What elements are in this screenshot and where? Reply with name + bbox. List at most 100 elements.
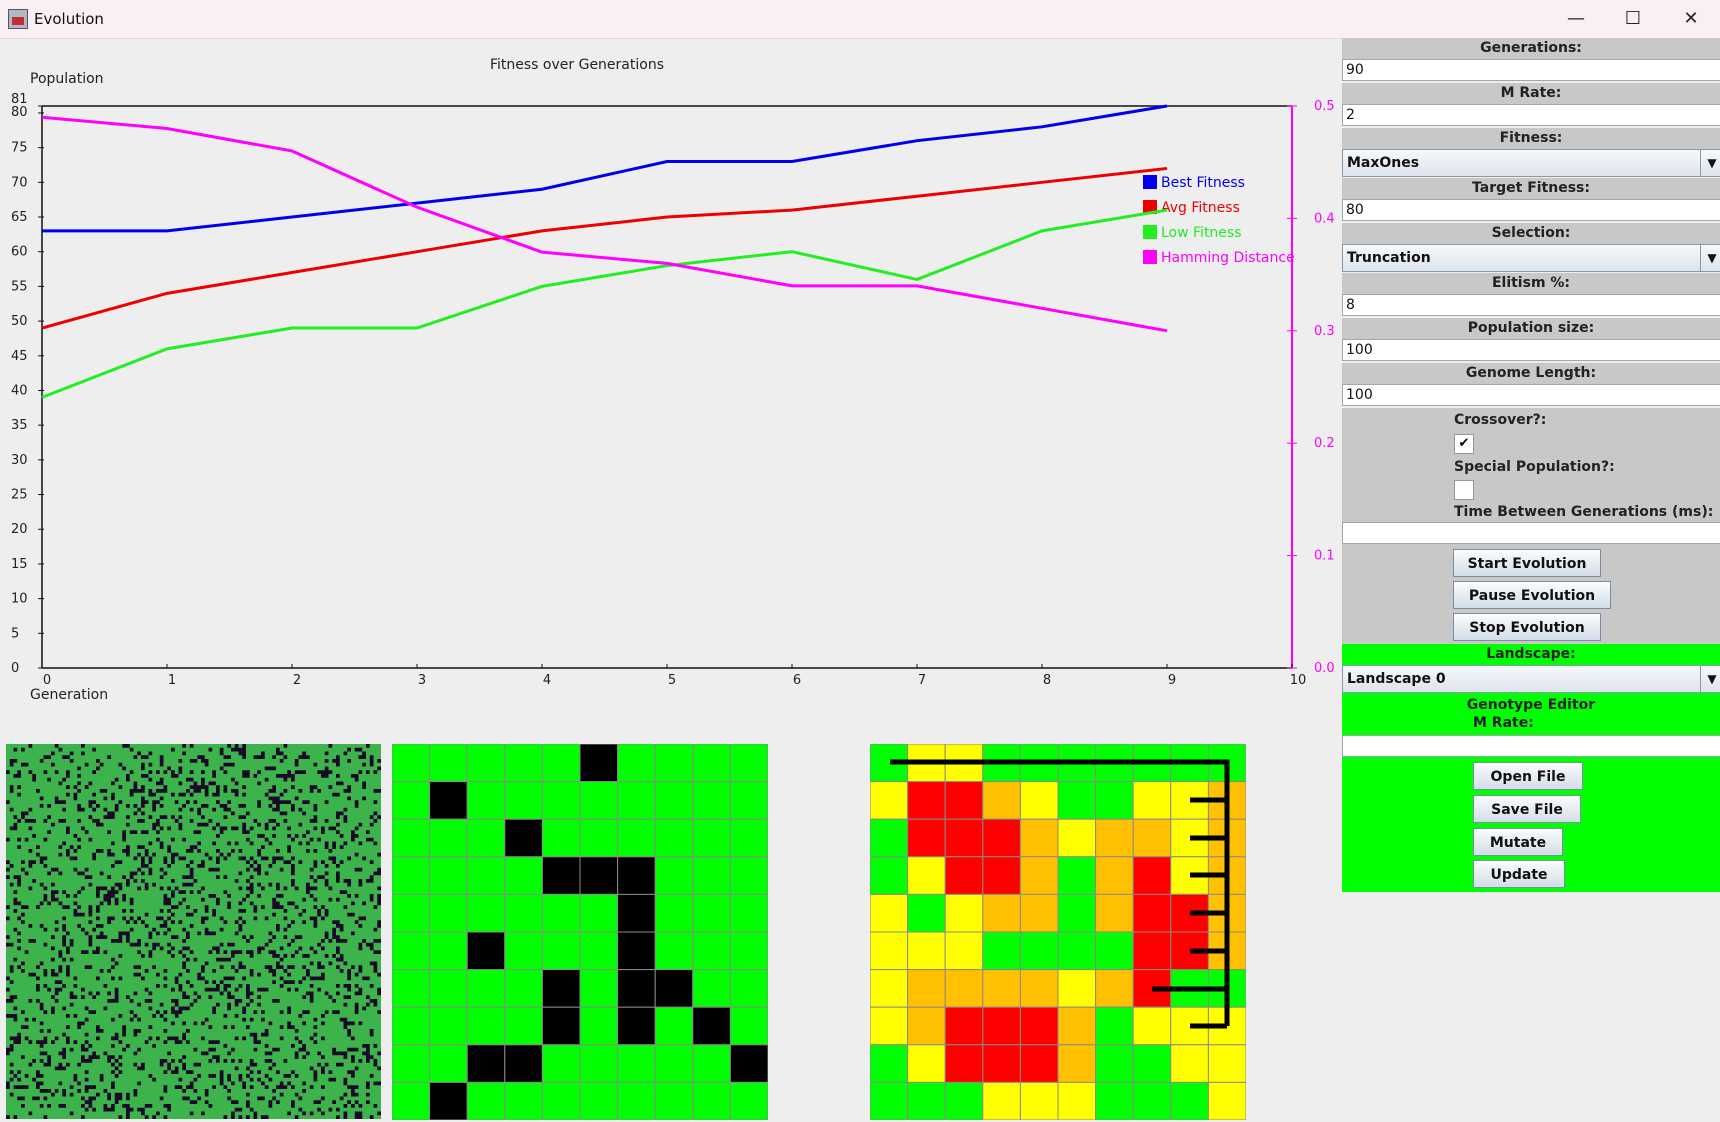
landscape-cell xyxy=(1019,1006,1059,1046)
population-size-field[interactable]: 100 xyxy=(1342,339,1720,361)
genome-length-label: Genome Length: xyxy=(1342,363,1720,384)
legend-swatch xyxy=(1143,200,1157,214)
landscape-cell xyxy=(1057,1044,1097,1083)
y-tick-label: 35 xyxy=(11,418,28,433)
landscape-cell xyxy=(982,856,1021,895)
genome-cell xyxy=(429,744,468,783)
y-tick-label: 80 xyxy=(11,105,28,120)
genome-length-field[interactable]: 100 xyxy=(1342,384,1720,406)
target-fitness-field[interactable]: 80 xyxy=(1342,199,1720,221)
chevron-down-icon[interactable]: ▼ xyxy=(1700,245,1720,271)
genome-cell xyxy=(541,1081,581,1120)
elitism-label: Elitism %: xyxy=(1342,273,1720,294)
time-between-field[interactable] xyxy=(1342,522,1720,544)
x-tick-label: 8 xyxy=(1043,673,1051,688)
genome-cell xyxy=(504,744,543,783)
landscape-cell xyxy=(982,818,1021,858)
generations-field[interactable]: 90 xyxy=(1342,59,1720,81)
close-button[interactable]: ✕ xyxy=(1683,8,1699,29)
landscape-cell xyxy=(1132,893,1172,933)
landscape-cell xyxy=(907,856,946,895)
selection-dropdown[interactable]: Truncation ▼ xyxy=(1342,244,1720,272)
special-population-checkbox[interactable] xyxy=(1454,480,1474,500)
landscape-cell xyxy=(1019,856,1059,895)
landscape-cell xyxy=(944,1081,984,1120)
genome-cell xyxy=(654,931,694,971)
landscape-cell xyxy=(982,1044,1021,1083)
landscape-cell xyxy=(870,818,909,858)
y-tick-label: 50 xyxy=(11,314,28,329)
genome-cell xyxy=(392,931,431,971)
stop-evolution-button[interactable]: Stop Evolution xyxy=(1453,613,1601,641)
chevron-down-icon[interactable]: ▼ xyxy=(1700,666,1720,692)
landscape-cell xyxy=(982,893,1021,933)
landscape-cell xyxy=(870,781,909,820)
landscape-cell xyxy=(907,781,946,820)
landscape-cell xyxy=(944,1044,984,1083)
maximize-button[interactable]: ☐ xyxy=(1624,8,1642,29)
genotype-editor-label: Genotype Editor xyxy=(1466,697,1596,713)
landscape-cell xyxy=(982,969,1021,1008)
pause-evolution-button[interactable]: Pause Evolution xyxy=(1453,581,1611,609)
genome-cell xyxy=(541,818,581,858)
x-tick-label: 5 xyxy=(668,673,676,688)
landscape-cell xyxy=(870,931,909,971)
landscape-cell xyxy=(907,1006,946,1046)
y-tick-label: 30 xyxy=(11,453,28,468)
selection-value: Truncation xyxy=(1347,250,1431,266)
landscape-cell xyxy=(1057,781,1097,820)
chevron-down-icon[interactable]: ▼ xyxy=(1700,150,1720,176)
minimize-button[interactable]: — xyxy=(1567,8,1585,29)
landscape-cell xyxy=(944,969,984,1008)
genome-cell xyxy=(729,781,768,820)
landscape-cell xyxy=(1132,1044,1172,1083)
save-file-button[interactable]: Save File xyxy=(1473,795,1581,823)
landscape-cell xyxy=(1057,856,1097,895)
y-tick-label: 40 xyxy=(11,383,28,398)
landscape-cell xyxy=(1207,1044,1246,1083)
landscape-cell xyxy=(1132,1081,1172,1120)
chart-title: Fitness over Generations xyxy=(490,57,664,73)
open-file-button[interactable]: Open File xyxy=(1473,762,1583,790)
start-evolution-button[interactable]: Start Evolution xyxy=(1453,549,1601,577)
update-button[interactable]: Update xyxy=(1473,860,1565,888)
series-line-2 xyxy=(41,208,1168,399)
landscape-cell xyxy=(870,893,909,933)
genome-cell xyxy=(692,781,731,820)
landscape-cell xyxy=(1019,931,1059,971)
landscape-cell xyxy=(1019,969,1059,1008)
genome-cell xyxy=(466,893,506,933)
genome-cell xyxy=(504,969,543,1008)
editor-mrate-field[interactable] xyxy=(1342,735,1720,757)
elitism-field[interactable]: 8 xyxy=(1342,294,1720,316)
mrate-field[interactable]: 2 xyxy=(1342,104,1720,126)
crossover-checkbox[interactable]: ✔ xyxy=(1454,434,1474,454)
landscape-dropdown[interactable]: Landscape 0 ▼ xyxy=(1342,665,1720,693)
genome-grid[interactable] xyxy=(392,744,768,1120)
landscape-cell xyxy=(1095,1006,1134,1046)
landscape-cell xyxy=(907,818,946,858)
genome-cell xyxy=(729,931,768,971)
y-tick-label: 25 xyxy=(11,488,28,503)
genome-cell xyxy=(429,1081,468,1120)
fitness-label: Fitness: xyxy=(1342,128,1720,149)
genome-cell xyxy=(466,1081,506,1120)
genome-cell xyxy=(429,931,468,971)
app-icon xyxy=(8,9,28,29)
control-panel: Generations: 90 M Rate: 2 Fitness: MaxOn… xyxy=(1342,38,1720,892)
legend-swatch xyxy=(1143,225,1157,239)
window-title: Evolution xyxy=(34,10,104,28)
genome-cell xyxy=(504,1044,543,1083)
landscape-cell xyxy=(1019,1044,1059,1083)
landscape-cell xyxy=(870,1081,909,1120)
landscape-cell xyxy=(1132,1006,1172,1046)
genome-cell xyxy=(429,818,468,858)
genome-cell xyxy=(692,856,731,895)
fitness-dropdown[interactable]: MaxOnes ▼ xyxy=(1342,149,1720,177)
y-tick-label: 15 xyxy=(11,557,28,572)
landscape-cell xyxy=(1132,856,1172,895)
mutate-button[interactable]: Mutate xyxy=(1473,828,1563,856)
genome-cell xyxy=(541,781,581,820)
series-line-0 xyxy=(42,104,1168,233)
fitness-value: MaxOnes xyxy=(1347,155,1420,171)
